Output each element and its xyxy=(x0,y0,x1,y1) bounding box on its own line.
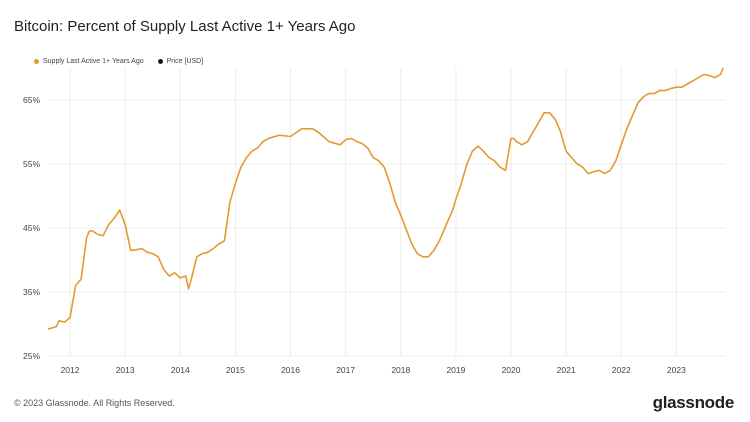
x-tick-label-2014: 2014 xyxy=(171,365,190,375)
x-tick-label-2019: 2019 xyxy=(446,365,465,375)
grid-lines xyxy=(48,68,726,357)
y-tick-label-65: 65% xyxy=(23,95,40,105)
x-tick-label-2016: 2016 xyxy=(281,365,300,375)
x-tick-label-2017: 2017 xyxy=(336,365,355,375)
legend-item-supply[interactable]: Supply Last Active 1+ Years Ago xyxy=(34,58,144,65)
legend-label-supply: Supply Last Active 1+ Years Ago xyxy=(43,58,144,65)
series-line-0[interactable] xyxy=(47,67,724,330)
x-tick-label-2015: 2015 xyxy=(226,365,245,375)
legend-label-price: Price [USD] xyxy=(166,58,204,65)
series-layer xyxy=(47,67,724,330)
x-axis-ticks: 2012 2013 2014 2015 2016 2017 2018 2019 2020 2021… xyxy=(61,365,687,375)
glassnode-logo: glassnode xyxy=(652,393,735,412)
x-tick-label-2023: 2023 xyxy=(667,365,686,375)
x-tick-label-2018: 2018 xyxy=(391,365,410,375)
copyright-footer: © 2023 Glassnode. All Rights Reserved. xyxy=(14,398,175,408)
x-tick-label-2022: 2022 xyxy=(612,365,631,375)
y-tick-label-35: 35% xyxy=(23,287,40,297)
chart-title: Bitcoin: Percent of Supply Last Active 1… xyxy=(14,18,356,35)
y-tick-label-25: 25% xyxy=(23,351,40,361)
legend-marker-supply xyxy=(34,59,39,64)
y-axis-ticks: 25% 35% 45% 55% 65% xyxy=(23,95,40,361)
x-tick-label-2021: 2021 xyxy=(557,365,576,375)
legend: Supply Last Active 1+ Years Ago Price [U… xyxy=(34,58,203,65)
legend-item-price[interactable]: Price [USD] xyxy=(157,58,204,65)
x-tick-label-2013: 2013 xyxy=(116,365,135,375)
x-tick-label-2012: 2012 xyxy=(61,365,80,375)
y-tick-label-45: 45% xyxy=(23,223,40,233)
y-tick-label-55: 55% xyxy=(23,159,40,169)
legend-marker-price xyxy=(157,59,163,64)
x-tick-label-2020: 2020 xyxy=(502,365,521,375)
